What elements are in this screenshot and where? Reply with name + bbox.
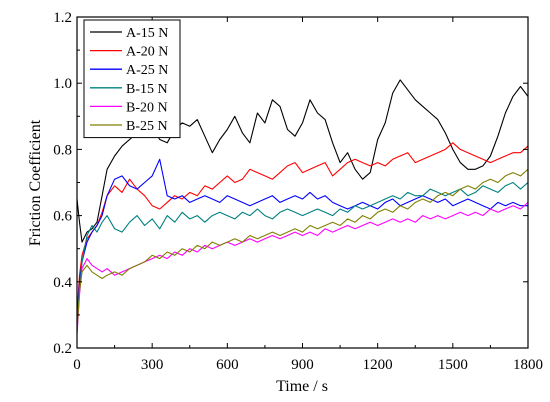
x-axis-label: Time / s (276, 378, 328, 395)
series-layer (77, 79, 528, 335)
series-line-b-25-n (77, 168, 528, 332)
y-axis: 0.2 0.4 0.6 0.8 1.0 1.2 (53, 10, 528, 357)
legend-label: B-25 N (126, 119, 168, 134)
x-tick-label: 0 (73, 357, 81, 373)
x-tick-label: 900 (291, 357, 314, 373)
y-axis-label: Friction Coefficient (27, 119, 44, 246)
y-tick-label: 1.0 (53, 76, 72, 92)
series-line-b-20-n (77, 201, 528, 335)
y-tick-label: 0.4 (53, 275, 72, 291)
legend-label: B-20 N (126, 100, 168, 115)
y-tick-label: 1.2 (53, 10, 72, 26)
y-tick-label: 0.8 (53, 142, 72, 158)
y-tick-label: 0.6 (53, 209, 72, 225)
x-tick-label: 1800 (513, 357, 543, 373)
x-tick-label: 600 (216, 357, 239, 373)
legend: A-15 N A-20 N A-25 N B-15 N B-20 N B-25 N (83, 19, 181, 139)
x-tick-label: 1500 (438, 357, 468, 373)
series-line-b-15-n (77, 181, 528, 329)
legend-label: A-15 N (126, 26, 168, 41)
series-line-a-20-n (77, 142, 528, 315)
x-tick-label: 1200 (363, 357, 393, 373)
legend-box (83, 19, 181, 139)
legend-label: B-15 N (126, 82, 168, 97)
y-tick-label: 0.2 (53, 341, 72, 357)
series-line-a-25-n (77, 158, 528, 322)
legend-label: A-25 N (126, 63, 168, 78)
x-axis: 0 300 600 900 1200 1500 1800 (73, 17, 543, 373)
legend-label: A-20 N (126, 45, 168, 60)
x-tick-label: 300 (141, 357, 164, 373)
